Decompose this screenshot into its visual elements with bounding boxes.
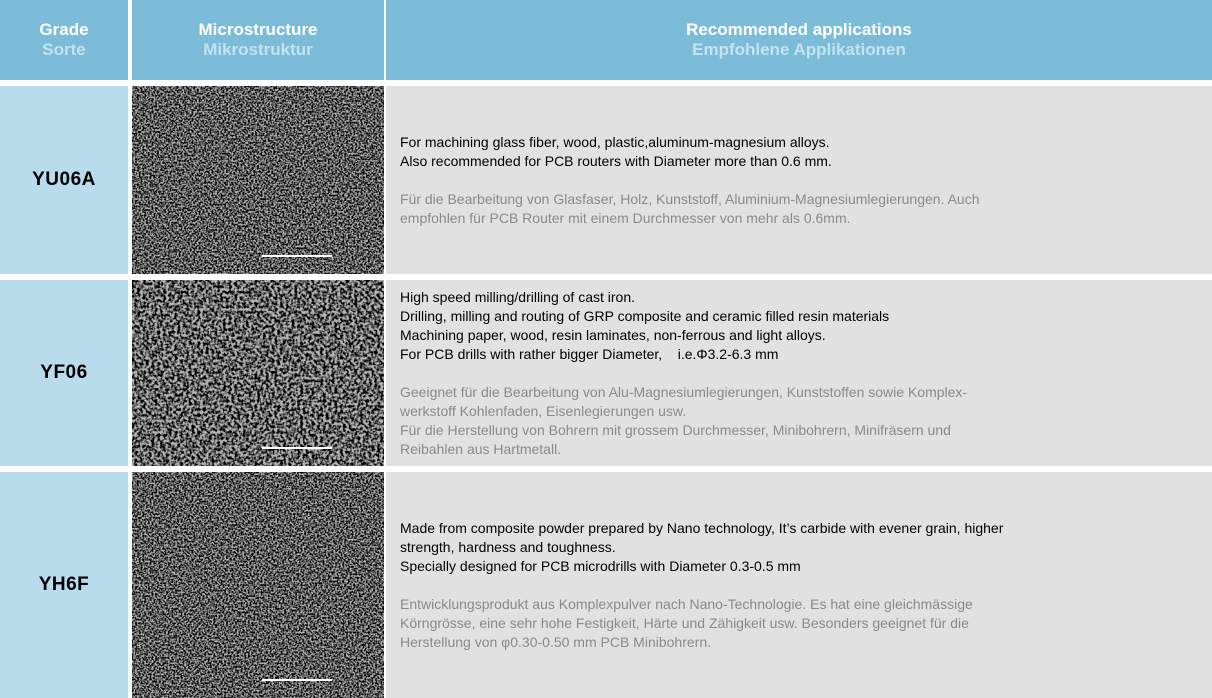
english-line: Drilling, milling and routing of GRP com… bbox=[400, 307, 1212, 326]
english-line: Also recommended for PCB routers with Di… bbox=[400, 152, 1212, 171]
header-microstructure: Microstructure Mikrostruktur bbox=[132, 0, 384, 80]
application-cell: Made from composite powder prepared by N… bbox=[386, 472, 1212, 698]
micrograph bbox=[132, 472, 384, 698]
header-text: Sorte bbox=[42, 40, 85, 60]
header-text: Grade bbox=[39, 20, 88, 40]
micrograph bbox=[132, 86, 384, 274]
page: Grade Sorte Microstructure Mikrostruktur… bbox=[0, 0, 1212, 698]
german-line: Geeignet für die Bearbeitung von Alu-Mag… bbox=[400, 383, 1212, 402]
grade-cell: YU06A bbox=[0, 86, 128, 274]
spacer bbox=[400, 364, 1212, 383]
header-grade: Grade Sorte bbox=[0, 0, 128, 80]
header-text: Microstructure bbox=[198, 20, 317, 40]
micrograph-grain bbox=[132, 280, 384, 466]
english-line: Machining paper, wood, resin laminates, … bbox=[400, 326, 1212, 345]
english-line: strength, hardness and toughness. bbox=[400, 538, 1212, 557]
english-line: Made from composite powder prepared by N… bbox=[400, 519, 1212, 538]
german-line: werkstoff Kohlenfaden, Eisenlegierungen … bbox=[400, 402, 1212, 421]
english-line: High speed milling/drilling of cast iron… bbox=[400, 288, 1212, 307]
german-line: Entwicklungsprodukt aus Komplexpulver na… bbox=[400, 595, 1212, 614]
german-line: empfohlen für PCB Router mit einem Durch… bbox=[400, 209, 1212, 228]
grade-cell: YH6F bbox=[0, 472, 128, 698]
german-line: Reibahlen aus Hartmetall. bbox=[400, 440, 1212, 459]
english-line: For PCB drills with rather bigger Diamet… bbox=[400, 345, 1212, 364]
german-line: Für die Herstellung von Bohrern mit gros… bbox=[400, 421, 1212, 440]
application-cell: High speed milling/drilling of cast iron… bbox=[386, 280, 1212, 466]
german-line: Für die Bearbeitung von Glasfaser, Holz,… bbox=[400, 190, 1212, 209]
header-text: Empfohlene Applikationen bbox=[692, 40, 906, 60]
header-applications: Recommended applications Empfohlene Appl… bbox=[386, 0, 1212, 80]
micrograph-grain bbox=[132, 472, 384, 698]
english-line: Specially designed for PCB microdrills w… bbox=[400, 557, 1212, 576]
grade-cell: YF06 bbox=[0, 280, 128, 466]
header-text: Mikrostruktur bbox=[203, 40, 313, 60]
spacer bbox=[400, 171, 1212, 190]
german-line: Herstellung von φ0.30-0.50 mm PCB Minibo… bbox=[400, 633, 1212, 652]
spacer bbox=[400, 576, 1212, 595]
english-line: For machining glass fiber, wood, plastic… bbox=[400, 133, 1212, 152]
application-cell: For machining glass fiber, wood, plastic… bbox=[386, 86, 1212, 274]
micrograph bbox=[132, 280, 384, 466]
german-line: Körngrösse, eine sehr hohe Festigkeit, H… bbox=[400, 614, 1212, 633]
header-text: Recommended applications bbox=[686, 20, 912, 40]
micrograph-grain bbox=[132, 86, 384, 274]
